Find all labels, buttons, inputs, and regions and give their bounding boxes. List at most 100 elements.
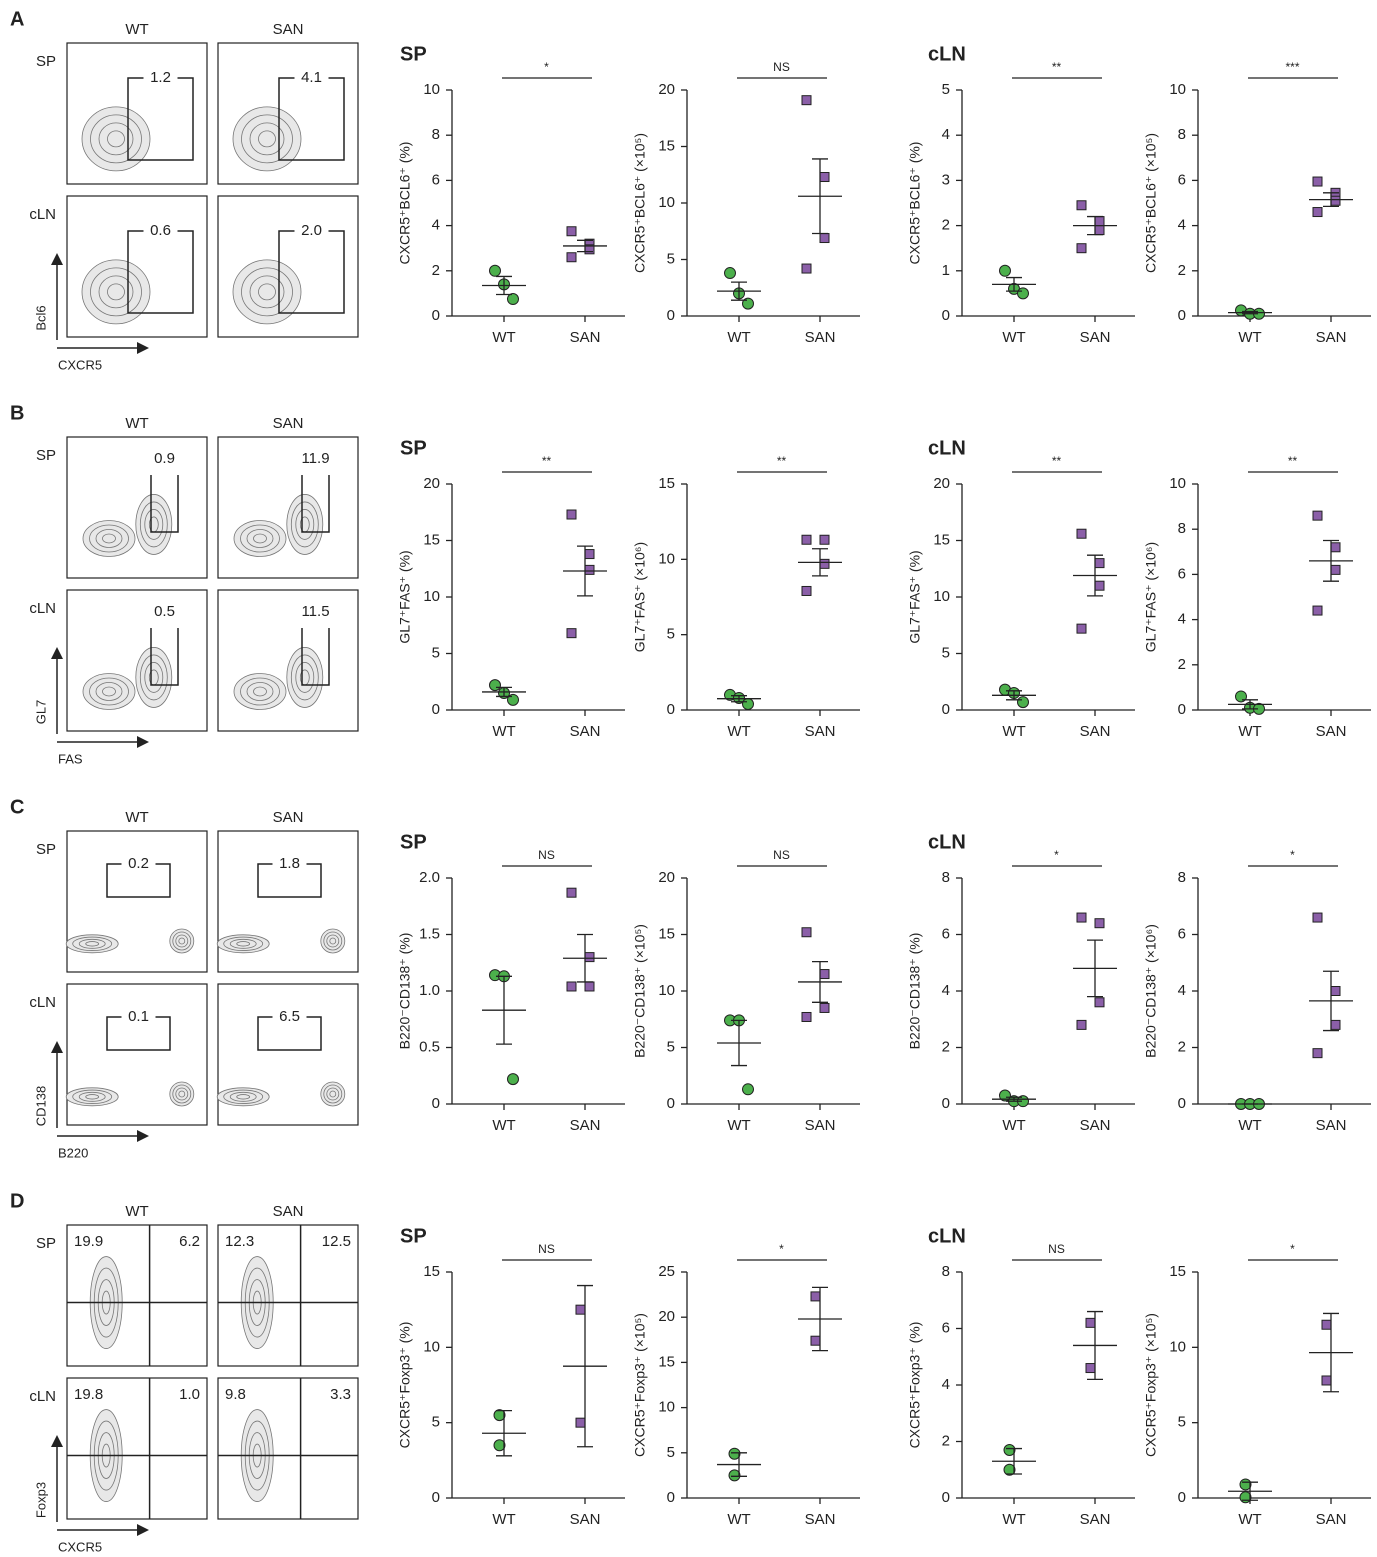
contour: [85, 1094, 100, 1100]
error-bar: [577, 545, 593, 597]
y-tick-label: 20: [658, 1308, 675, 1325]
significance: *: [1290, 848, 1295, 862]
contour: [82, 520, 136, 557]
y-tick-label: 2: [1178, 262, 1186, 279]
data-point: [1094, 558, 1105, 569]
flow-x-label: B220: [58, 1145, 88, 1160]
contour: [85, 941, 100, 947]
significance: *: [779, 1242, 784, 1256]
y-tick-label: 1: [942, 262, 950, 279]
x-tick-label: SAN: [1080, 1117, 1111, 1134]
contour: [253, 533, 267, 544]
data-point: [493, 1439, 506, 1452]
y-tick-label: 10: [658, 982, 675, 999]
x-tick-label: SAN: [570, 1511, 601, 1528]
data-point: [489, 264, 501, 277]
data-point: [575, 1417, 586, 1428]
panel-letter: A: [10, 8, 24, 30]
contour: [240, 524, 280, 553]
y-tick-label: 4: [942, 1376, 950, 1393]
data-point: [489, 679, 501, 692]
x-tick-label: SAN: [1080, 329, 1111, 346]
data-point: [1017, 696, 1029, 709]
y-tick-label: 0: [667, 701, 675, 718]
gate-value: 0.5: [154, 603, 175, 620]
x-tick-label: SAN: [1080, 1511, 1111, 1528]
column-label: SAN: [273, 1203, 304, 1220]
significance: ***: [1285, 60, 1299, 74]
y-tick-label: 15: [933, 531, 950, 548]
contour: [65, 934, 119, 954]
contour: [290, 501, 319, 548]
y-tick-label: 2: [1178, 656, 1186, 673]
y-tick-label: 2: [942, 217, 950, 234]
y-tick-label: 10: [658, 194, 675, 211]
contour: [246, 529, 274, 548]
x-tick-label: WT: [1238, 1117, 1261, 1134]
y-tick-label: 4: [1178, 217, 1186, 234]
y-tick-label: 0: [667, 1489, 675, 1506]
data-point: [1003, 1463, 1016, 1476]
data-point: [1094, 580, 1105, 591]
gate-value: 6.5: [279, 1008, 300, 1025]
error-bar: [577, 1284, 593, 1448]
contour: [326, 1087, 340, 1101]
significance: **: [1052, 454, 1062, 468]
contour: [107, 130, 125, 148]
flow-y-label: Foxp3: [33, 1482, 48, 1518]
group-title: cLN: [928, 1225, 966, 1247]
error-bar: [1087, 215, 1103, 236]
error-bar: [496, 975, 512, 1045]
column-label: SAN: [273, 415, 304, 432]
y-tick-label: 15: [658, 925, 675, 942]
contour: [232, 259, 302, 325]
error-bar: [1242, 699, 1258, 710]
contour: [236, 941, 251, 947]
contour: [233, 520, 287, 557]
y-tick-label: 0: [432, 701, 440, 718]
data-point: [1076, 1019, 1087, 1030]
gate-value: 11.9: [301, 450, 329, 467]
y-tick-label: 15: [423, 1263, 440, 1280]
data-point: [819, 969, 830, 980]
significance: NS: [538, 1242, 555, 1256]
gate-value: 2.0: [301, 222, 322, 239]
data-point: [493, 1409, 506, 1422]
y-tick-label: 3: [942, 171, 950, 188]
data-point: [819, 1002, 830, 1013]
gate: [257, 863, 322, 898]
contour: [78, 1091, 106, 1102]
contour: [295, 662, 315, 693]
panel-letter: C: [10, 796, 24, 818]
data-point: [584, 981, 595, 992]
x-tick-label: WT: [1002, 1511, 1025, 1528]
y-tick-label: 0: [432, 1095, 440, 1112]
y-tick-label: 20: [658, 869, 675, 886]
y-tick-label: 8: [432, 126, 440, 143]
significance: NS: [773, 848, 790, 862]
y-tick-label: 5: [1178, 1414, 1186, 1431]
data-point: [1076, 243, 1087, 254]
y-tick-label: 20: [933, 475, 950, 492]
significance: *: [544, 60, 549, 74]
y-axis-label: CXCR5⁺BCL6⁺ (%): [397, 142, 413, 265]
contour: [258, 130, 276, 148]
y-tick-label: 4: [942, 982, 950, 999]
flow-plot-frame: [66, 589, 208, 732]
contour: [90, 114, 142, 164]
contour: [223, 1089, 264, 1104]
y-axis-label: CXCR5⁺BCL6⁺ (%): [907, 142, 923, 265]
x-tick-label: SAN: [1080, 723, 1111, 740]
contour: [229, 1091, 257, 1102]
error-bar: [1323, 970, 1339, 1032]
data-point: [575, 1304, 586, 1315]
contour: [326, 934, 340, 948]
contour: [95, 529, 123, 548]
column-label: WT: [125, 21, 148, 38]
y-tick-label: 4: [432, 217, 440, 234]
error-bar: [731, 695, 747, 703]
contour: [290, 654, 319, 701]
y-tick-label: 5: [432, 644, 440, 661]
contour: [72, 936, 113, 951]
data-point: [566, 628, 577, 639]
